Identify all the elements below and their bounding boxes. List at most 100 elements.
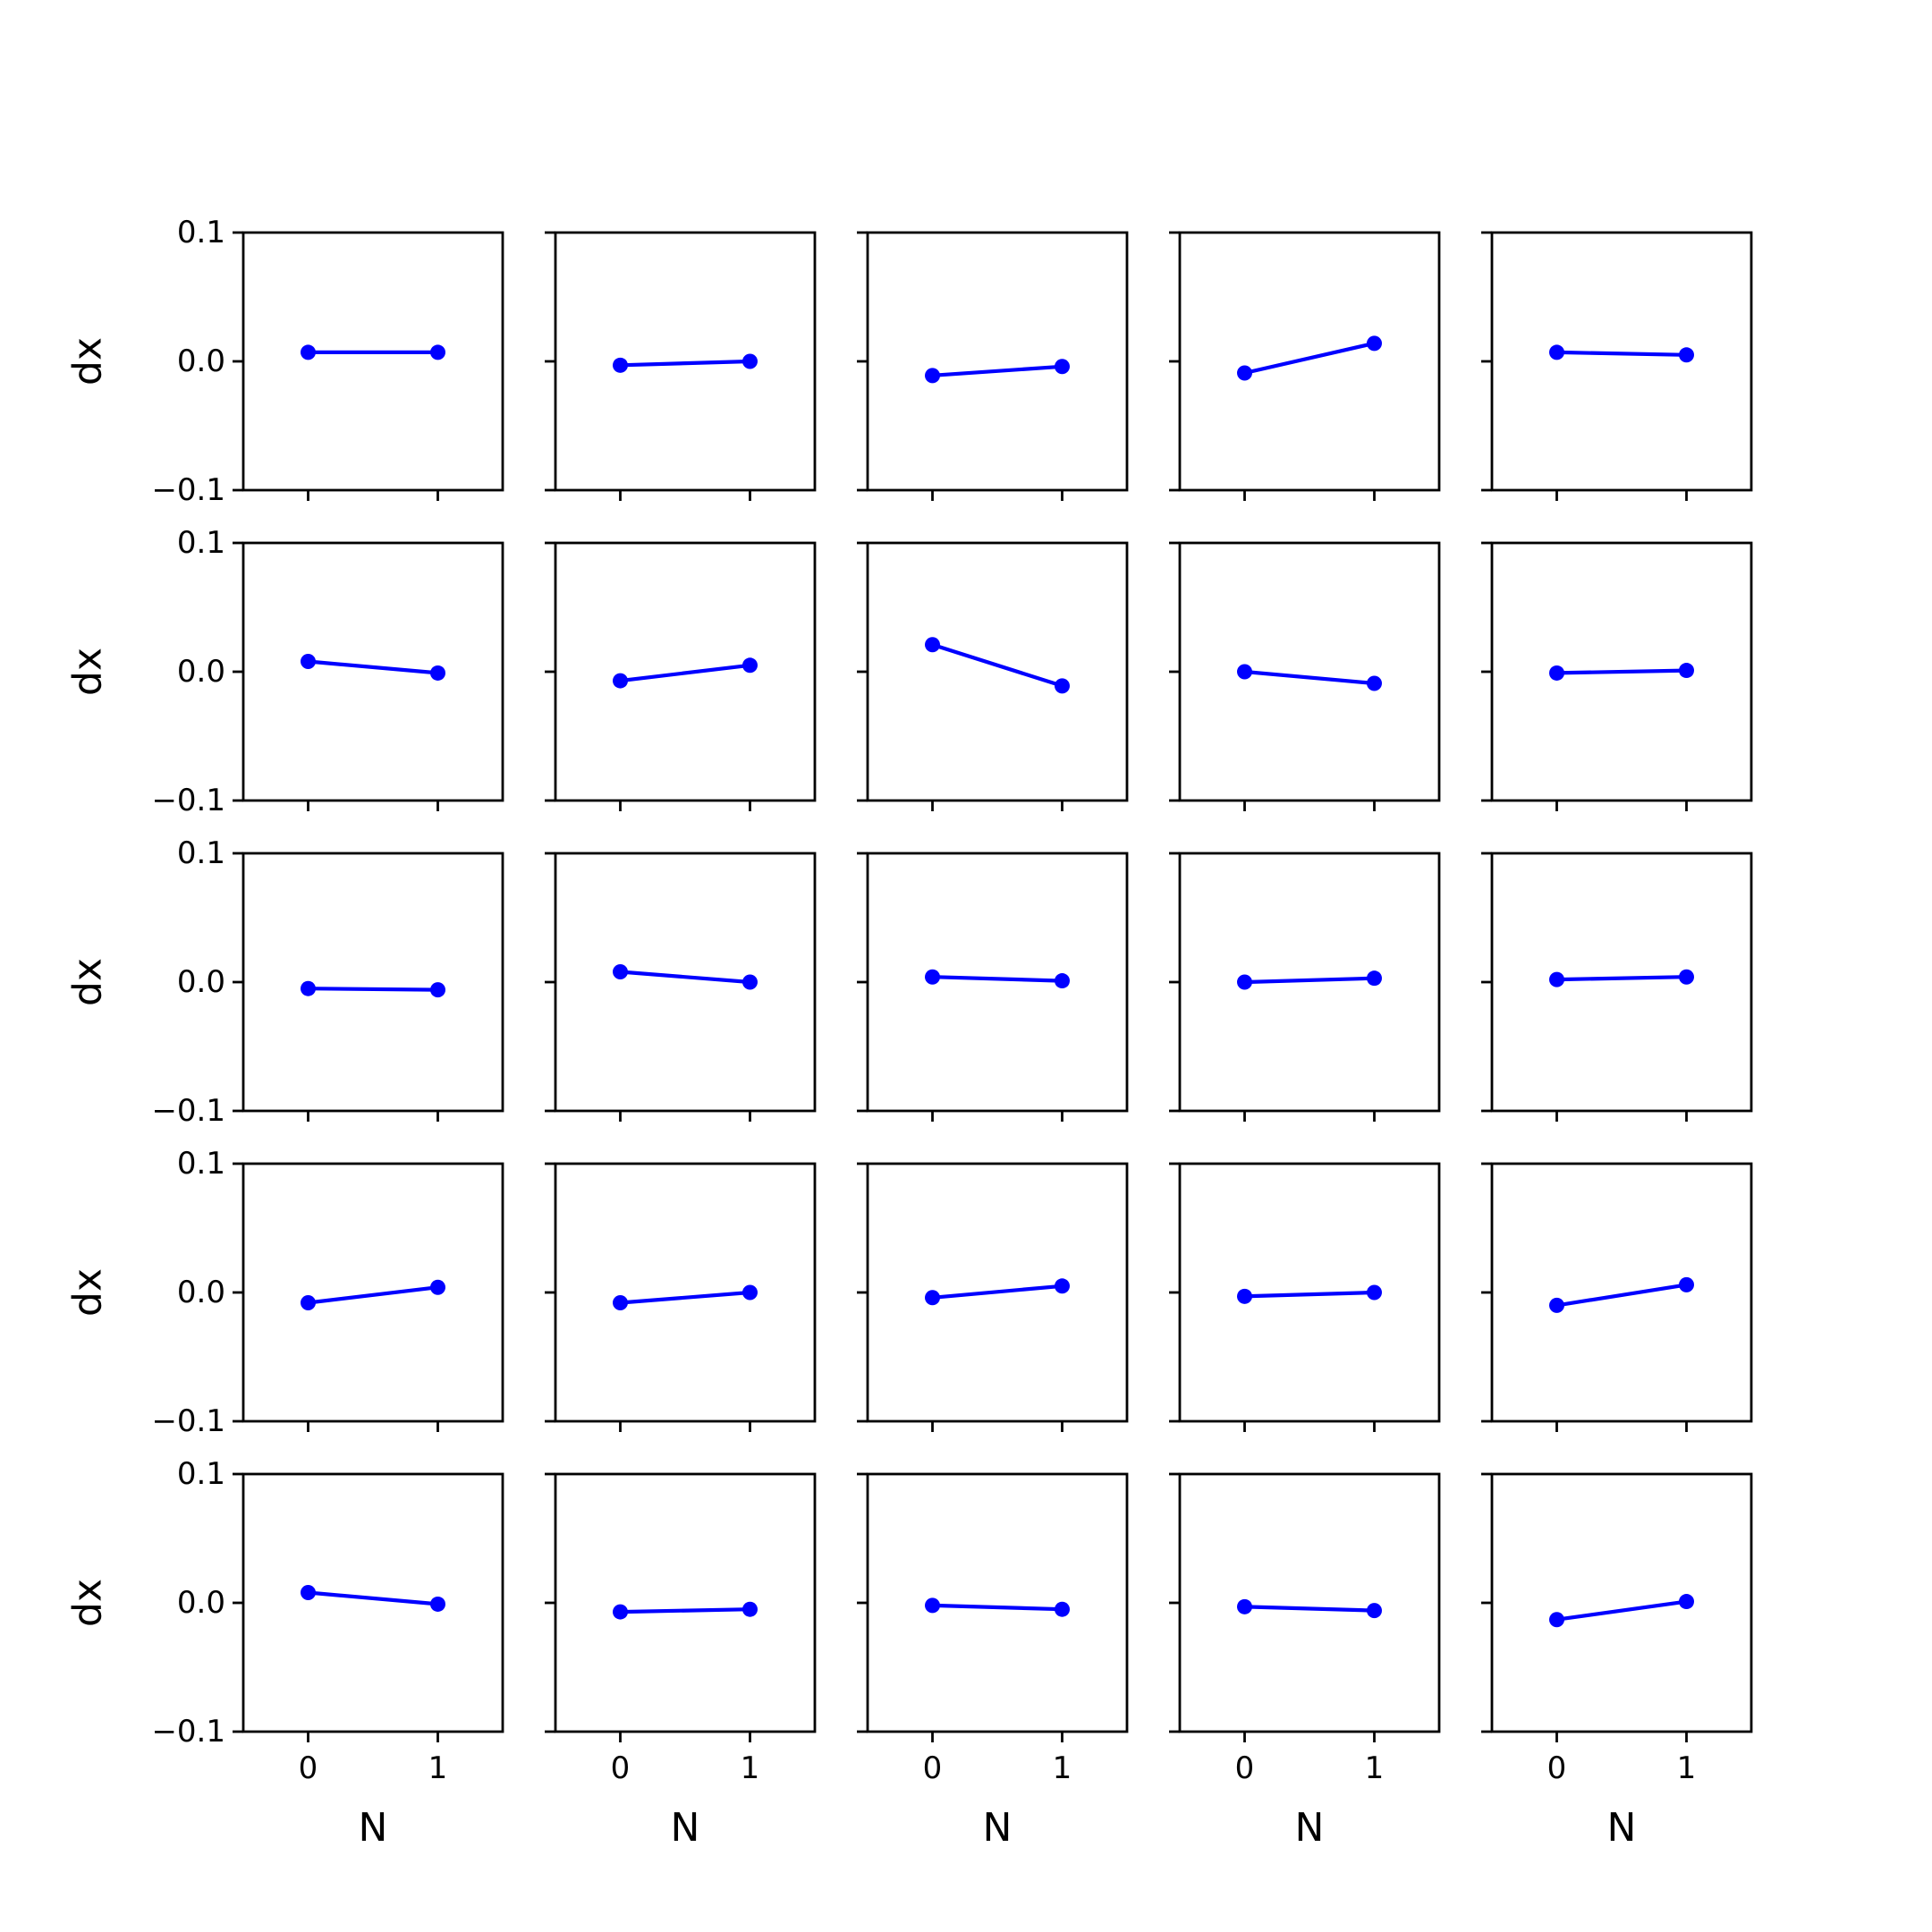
data-point [1367, 970, 1382, 987]
data-point [742, 657, 758, 674]
subplot-r1-c4 [1169, 231, 1441, 501]
y-tick-label: 0.1 [177, 1146, 225, 1182]
plot-frame [866, 1472, 1129, 1733]
data-point [613, 963, 628, 979]
data-point [1237, 1598, 1252, 1614]
data-point [1549, 1297, 1564, 1313]
x-tick-label: 0 [1547, 1750, 1567, 1786]
subplot-r2-c5 [1481, 541, 1753, 811]
subplot-r3-c3 [857, 852, 1129, 1122]
data-point [1055, 359, 1070, 375]
series-line [306, 1285, 440, 1305]
data-point [1679, 347, 1694, 363]
y-tick-label: 0.1 [177, 215, 225, 250]
series-line [1242, 976, 1377, 985]
subplot-r5-c1: −0.1 0.0 0.1 0 1 dx N [65, 1456, 504, 1851]
data-point [1679, 969, 1694, 985]
data-point [1237, 974, 1252, 990]
data-point [301, 344, 316, 360]
y-axis-label: dx [65, 1268, 111, 1317]
plot-frame [554, 231, 817, 492]
series-line [1555, 1283, 1689, 1308]
data-point [613, 673, 628, 689]
data-point [1549, 1612, 1564, 1628]
y-tick-label: 0.0 [177, 1585, 225, 1621]
y-axis-label: dx [65, 1579, 111, 1627]
data-point [301, 653, 316, 669]
data-point [430, 665, 445, 681]
subplot-r4-c2 [545, 1162, 817, 1432]
y-tick-label: −0.1 [151, 1403, 225, 1439]
plot-frame [1490, 1472, 1753, 1733]
series-line [930, 642, 1064, 688]
plot-frame [242, 1472, 504, 1733]
data-point [1679, 1594, 1694, 1610]
subplot-r4-c1: −0.1 0.0 0.1 dx [65, 1146, 504, 1439]
data-point [613, 1295, 628, 1311]
series-line [1242, 341, 1377, 376]
data-point [1679, 663, 1694, 679]
plot-frame [242, 852, 504, 1113]
y-tick-label: 0.0 [177, 654, 225, 690]
data-point [742, 353, 758, 369]
series-line [930, 364, 1064, 377]
y-axis-label: dx [65, 648, 111, 696]
y-tick-label: 0.1 [177, 1456, 225, 1492]
plot-frame [866, 852, 1129, 1113]
plot-frame [866, 1162, 1129, 1423]
subplot-r5-c5: 0 1 N [1481, 1472, 1753, 1851]
series-line [930, 975, 1064, 983]
subplot-r5-c3: 0 1 N [857, 1472, 1129, 1851]
subplot-r3-c2 [545, 852, 817, 1122]
series-line [1555, 668, 1689, 675]
subplot-r1-c1: −0.1 0.0 0.1 dx [65, 215, 504, 508]
plot-frame [1490, 231, 1753, 492]
subplot-r4-c5 [1481, 1162, 1753, 1432]
plot-frame [554, 1472, 817, 1733]
subplot-r4-c4 [1169, 1162, 1441, 1432]
subplot-r3-c5 [1481, 852, 1753, 1122]
y-tick-label: 0.1 [177, 835, 225, 871]
data-point [1367, 675, 1382, 691]
subplot-r5-c4: 0 1 N [1169, 1472, 1441, 1851]
data-point [742, 974, 758, 990]
data-point [1055, 1601, 1070, 1617]
x-tick-label: 0 [1235, 1750, 1255, 1786]
data-point [1055, 1278, 1070, 1294]
plot-frame [554, 1162, 817, 1423]
data-point [1055, 678, 1070, 694]
series-line [1555, 1599, 1689, 1622]
series-line [618, 1607, 752, 1614]
series-line [1242, 669, 1377, 686]
y-tick-label: 0.1 [177, 525, 225, 561]
subplot-r2-c1: −0.1 0.0 0.1 dx [65, 525, 504, 818]
x-tick-label: 0 [611, 1750, 631, 1786]
x-tick-label: 1 [428, 1750, 448, 1786]
data-point [301, 980, 316, 996]
y-tick-label: 0.0 [177, 343, 225, 379]
plot-frame [866, 541, 1129, 802]
data-point [301, 1295, 316, 1311]
y-tick-label: −0.1 [151, 1714, 225, 1750]
x-axis-label: N [1295, 1805, 1325, 1851]
y-tick-label: 0.0 [177, 964, 225, 1000]
plot-frame [1490, 1162, 1753, 1423]
subplot-r2-c4 [1169, 541, 1441, 811]
subplot-r4-c3 [857, 1162, 1129, 1432]
data-point [1679, 1276, 1694, 1292]
data-point [1237, 365, 1252, 381]
series-line [306, 987, 440, 992]
x-tick-label: 1 [1053, 1750, 1072, 1786]
plot-frame [242, 1162, 504, 1423]
plot-frame [1490, 541, 1753, 802]
series-line [306, 1590, 440, 1606]
series-line [1242, 1290, 1377, 1299]
series-line [618, 359, 752, 368]
y-tick-label: 0.0 [177, 1275, 225, 1310]
data-point [925, 368, 940, 384]
data-point [925, 1290, 940, 1306]
subplot-r2-c3 [857, 541, 1129, 811]
data-point [430, 982, 445, 998]
series-line [1555, 350, 1689, 357]
subplot-r3-c4 [1169, 852, 1441, 1122]
